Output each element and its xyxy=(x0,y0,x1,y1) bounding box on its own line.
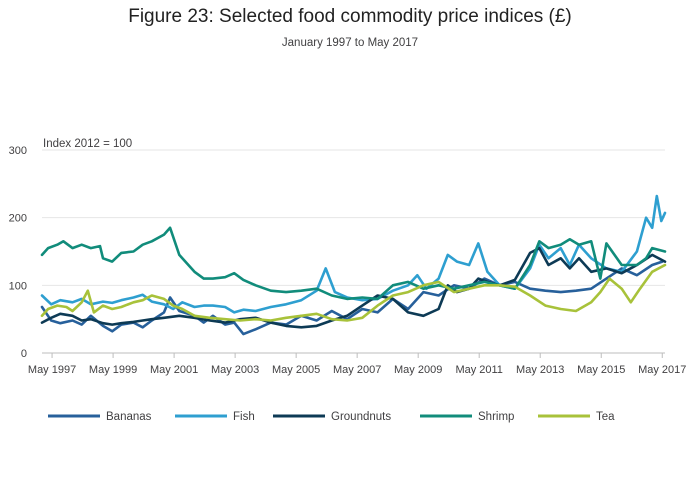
chart-title: Figure 23: Selected food commodity price… xyxy=(128,6,572,27)
legend-item-fish[interactable]: Fish xyxy=(175,411,255,423)
x-tick-label: May 2013 xyxy=(516,364,564,376)
series-line-fish[interactable] xyxy=(40,194,667,314)
x-tick-label: May 2017 xyxy=(638,364,686,376)
y-tick-label: 200 xyxy=(9,213,27,225)
x-tick-label: May 2003 xyxy=(211,364,259,376)
legend-item-bananas[interactable]: Bananas xyxy=(48,411,152,423)
legend-label: Shrimp xyxy=(478,411,514,423)
legend-item-shrimp[interactable]: Shrimp xyxy=(420,411,514,423)
x-tick-label: May 2011 xyxy=(455,364,503,376)
y-tick-label: 300 xyxy=(9,145,27,157)
x-tick-label: May 1997 xyxy=(28,364,76,376)
x-tick-label: May 2005 xyxy=(272,364,320,376)
legend-item-tea[interactable]: Tea xyxy=(538,411,615,423)
x-tick-label: May 2009 xyxy=(394,364,442,376)
legend-label: Bananas xyxy=(106,411,152,423)
y-tick-label: 0 xyxy=(21,348,27,360)
series-line-tea[interactable] xyxy=(40,263,667,322)
x-tick-label: May 2007 xyxy=(333,364,381,376)
y-axis-ticks: 0 100 200 300 xyxy=(9,145,27,360)
legend-label: Groundnuts xyxy=(331,411,391,423)
legend-label: Fish xyxy=(233,411,255,423)
series-line-groundnuts[interactable] xyxy=(40,246,667,329)
chart-subtitle: January 1997 to May 2017 xyxy=(281,37,419,49)
legend[interactable]: Bananas Fish Groundnuts Shrimp Tea xyxy=(48,411,615,423)
y-axis-label: Index 2012 = 100 xyxy=(43,138,132,150)
legend-item-groundnuts[interactable]: Groundnuts xyxy=(273,411,391,423)
series-lines xyxy=(40,194,667,336)
series-line-shrimp[interactable] xyxy=(40,226,667,301)
y-tick-label: 100 xyxy=(9,280,27,292)
legend-label: Tea xyxy=(596,411,615,423)
x-axis: May 1997 May 1999 May 2001 May 2003 May 2005… xyxy=(28,352,686,376)
x-tick-label: May 2015 xyxy=(577,364,625,376)
x-tick-label: May 2001 xyxy=(150,364,198,376)
x-tick-label: May 1999 xyxy=(89,364,137,376)
